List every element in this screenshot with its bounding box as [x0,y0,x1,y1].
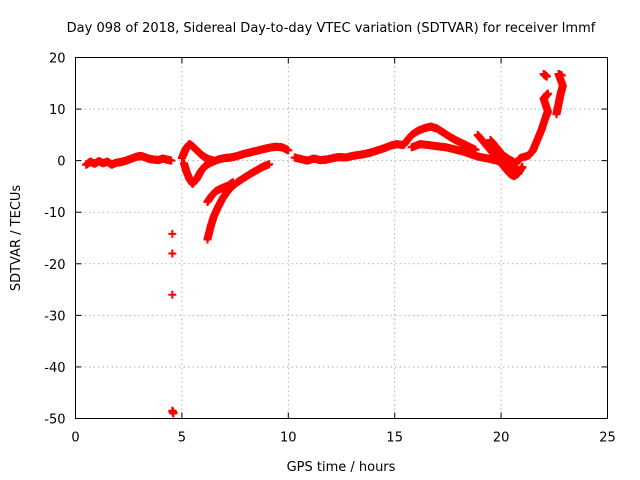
chart-title: Day 098 of 2018, Sidereal Day-to-day VTE… [67,21,596,36]
data-point [265,160,274,169]
x-tick-label: 0 [71,431,79,446]
data-point [284,146,293,155]
y-tick-label: -50 [44,413,65,428]
y-tick-label: 20 [49,52,66,67]
data-point [518,162,527,171]
plot-frame [75,57,608,419]
x-tick-labels: 0 5 10 15 20 25 [71,431,615,446]
data-point [168,229,177,238]
data-point [542,72,551,81]
x-tick-label: 5 [178,431,186,446]
y-tick-label: -20 [44,258,65,273]
y-tick-labels: -50 -40 -30 -20 -10 0 10 20 [44,52,65,428]
data-point [168,249,177,258]
y-tick-label: -40 [44,361,65,376]
data-point [167,156,176,165]
data-point [169,409,178,418]
data-point [168,290,177,299]
y-tick-label: -10 [44,206,65,221]
data-point [557,71,566,80]
x-axis-label: GPS time / hours [287,460,396,475]
x-tick-label: 10 [280,431,297,446]
data-point [228,178,237,187]
x-tick-label: 20 [493,431,510,446]
y-axis-label: SDTVAR / TECUs [9,185,24,292]
grid [75,57,608,419]
axis-ticks [75,57,608,419]
data-series [82,70,567,418]
x-tick-label: 25 [599,431,616,446]
y-tick-label: -30 [44,309,65,324]
y-tick-label: 0 [57,155,65,170]
y-tick-label: 10 [49,103,66,118]
data-point [543,89,552,98]
x-tick-label: 15 [386,431,403,446]
